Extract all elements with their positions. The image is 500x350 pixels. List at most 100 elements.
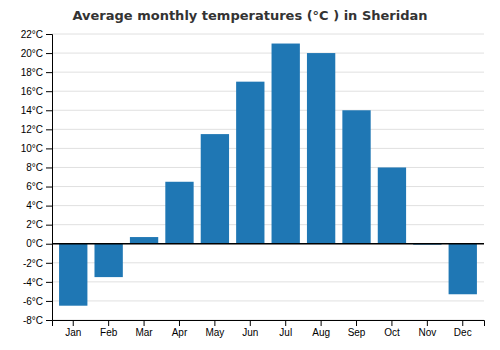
bar <box>449 244 477 295</box>
y-tick: 12°C <box>21 124 52 135</box>
y-tick: 22°C <box>21 29 52 40</box>
x-tick-label: May <box>205 327 224 338</box>
y-tick-mark <box>46 148 52 149</box>
grid-line <box>52 243 484 244</box>
bar <box>342 110 370 243</box>
grid-line <box>52 186 484 187</box>
y-tick: 18°C <box>21 67 52 78</box>
bar <box>378 167 406 243</box>
y-tick-mark <box>46 53 52 54</box>
y-tick: 8°C <box>26 162 52 173</box>
y-axis: -8°C-6°C-4°C-2°C0°C2°C4°C6°C8°C10°C12°C1… <box>21 29 53 326</box>
y-tick-mark <box>46 206 52 207</box>
y-tick-mark <box>46 263 52 264</box>
x-tick-label: Apr <box>172 327 188 338</box>
x-tick: Sep <box>348 320 366 338</box>
x-tick-mark <box>321 320 322 326</box>
title: Average monthly temperatures (°C ) in Sh… <box>72 8 427 23</box>
x-tick-label: Dec <box>454 327 472 338</box>
y-tick-mark <box>46 301 52 302</box>
plot: Jan Feb Mar Apr May Jun Jul Aug Sep Oct Nov Dec -8°C… <box>21 29 485 338</box>
bar <box>59 244 87 306</box>
x-tick: Oct <box>384 320 400 338</box>
x-axis: Jan Feb Mar Apr May Jun Jul Aug Sep Oct Nov Dec <box>53 320 485 338</box>
y-tick: 0°C <box>26 238 52 249</box>
grid-line <box>52 224 484 225</box>
x-tick-label: Jun <box>242 327 258 338</box>
y-tick-label: -4°C <box>23 277 43 288</box>
x-tick-label: Jan <box>65 327 81 338</box>
y-tick-mark <box>46 187 52 188</box>
y-tick: -4°C <box>23 277 52 288</box>
y-tick: -2°C <box>23 258 52 269</box>
x-tick: Nov <box>418 320 436 338</box>
x-tick-label: Feb <box>100 327 118 338</box>
y-tick-label: 22°C <box>21 29 43 40</box>
y-tick: 4°C <box>26 200 52 211</box>
y-tick-label: 0°C <box>26 238 43 249</box>
y-tick: -8°C <box>23 315 52 326</box>
grid-line <box>52 72 484 73</box>
grid-line <box>52 205 484 206</box>
y-tick-mark <box>46 34 52 35</box>
x-tick: Dec <box>454 320 472 338</box>
y-tick-label: 14°C <box>21 105 43 116</box>
x-tick-mark <box>356 320 357 326</box>
x-tick: Jun <box>242 320 258 338</box>
y-tick-label: -8°C <box>23 315 43 326</box>
grid-line <box>52 110 484 111</box>
bar <box>272 44 300 244</box>
grid-line <box>52 281 484 282</box>
x-tick: Aug <box>312 320 330 338</box>
bar <box>236 82 264 244</box>
grid-line <box>52 167 484 168</box>
y-tick: -6°C <box>23 296 52 307</box>
grid-line <box>52 300 484 301</box>
x-tick: Feb <box>100 320 118 338</box>
x-tick-mark <box>391 320 392 326</box>
x-tick-mark <box>179 320 180 326</box>
x-tick-mark <box>285 320 286 326</box>
x-tick-label: Oct <box>384 327 400 338</box>
x-tick-mark <box>108 320 109 326</box>
y-tick-label: -2°C <box>23 258 43 269</box>
chart: Average monthly temperatures (°C ) in Sh… <box>0 0 500 350</box>
y-tick: 6°C <box>26 181 52 192</box>
y-tick-label: 8°C <box>26 162 43 173</box>
x-tick-label: Jul <box>279 327 292 338</box>
y-tick: 20°C <box>21 48 52 59</box>
y-tick: 16°C <box>21 86 52 97</box>
y-tick-mark <box>46 72 52 73</box>
x-tick-mark <box>144 320 145 326</box>
grid-line <box>52 53 484 54</box>
y-tick-mark <box>46 129 52 130</box>
x-tick-label: Aug <box>312 327 330 338</box>
baseline <box>52 243 484 245</box>
y-tick-mark <box>46 225 52 226</box>
y-tick: 14°C <box>21 105 52 116</box>
x-tick: Mar <box>135 320 153 338</box>
x-tick-label: Mar <box>135 327 153 338</box>
x-tick-mark <box>462 320 463 326</box>
x-tick: Apr <box>172 320 188 338</box>
y-tick-label: -6°C <box>23 296 43 307</box>
grid-line <box>52 148 484 149</box>
x-tick-mark <box>214 320 215 326</box>
y-tick-label: 4°C <box>26 200 43 211</box>
y-tick-mark <box>46 167 52 168</box>
x-tick-mark <box>73 320 74 326</box>
grid <box>52 34 484 320</box>
x-tick: May <box>205 320 224 338</box>
y-tick-label: 6°C <box>26 181 43 192</box>
x-tick-label: Sep <box>348 327 366 338</box>
bars <box>52 44 484 306</box>
y-tick-mark <box>46 110 52 111</box>
y-tick-label: 12°C <box>21 124 43 135</box>
y-tick: 2°C <box>26 219 52 230</box>
grid-line <box>52 34 484 35</box>
x-tick: Jul <box>279 320 292 338</box>
y-tick-mark <box>46 320 52 321</box>
bar <box>201 134 229 244</box>
grid-line <box>52 91 484 92</box>
y-tick-mark <box>46 91 52 92</box>
